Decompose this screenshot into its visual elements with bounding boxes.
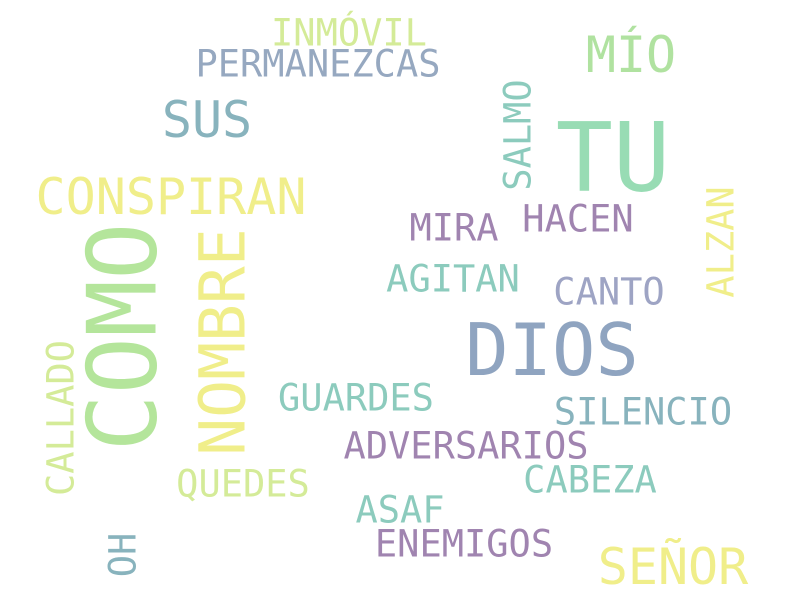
word-mio: MÍO <box>585 26 677 84</box>
word-permanezcas: PERMANEZCAS <box>195 42 441 86</box>
word-enemigos: ENEMIGOS <box>374 522 554 566</box>
word-sus: SUS <box>161 91 253 149</box>
word-conspiran: CONSPIRAN <box>35 168 307 226</box>
word-salmo: SALMO <box>496 79 540 191</box>
word-quedes: QUEDES <box>176 462 310 506</box>
word-mira: MIRA <box>409 206 499 250</box>
word-dios: DIOS <box>465 308 639 392</box>
word-callado: CALLADO <box>39 340 83 496</box>
word-oh: OH <box>101 532 145 578</box>
word-silencio: SILENCIO <box>553 390 733 434</box>
word-tu: TU <box>555 103 671 214</box>
word-cabeza: CABEZA <box>523 458 657 502</box>
word-como: COMO <box>68 222 179 452</box>
word-alzan: ALZAN <box>699 186 743 298</box>
word-agitan: AGITAN <box>386 257 520 301</box>
word-guardes: GUARDES <box>278 376 434 420</box>
word-adversarios: ADVERSARIOS <box>343 424 589 468</box>
word-canto: CANTO <box>553 270 665 314</box>
word-inmovil: INMÓVIL <box>271 11 427 55</box>
word-asaf: ASAF <box>355 488 445 532</box>
word-senor: SEÑOR <box>597 538 749 596</box>
word-hacen: HACEN <box>522 197 634 241</box>
word-nombre: NOMBRE <box>186 228 260 456</box>
